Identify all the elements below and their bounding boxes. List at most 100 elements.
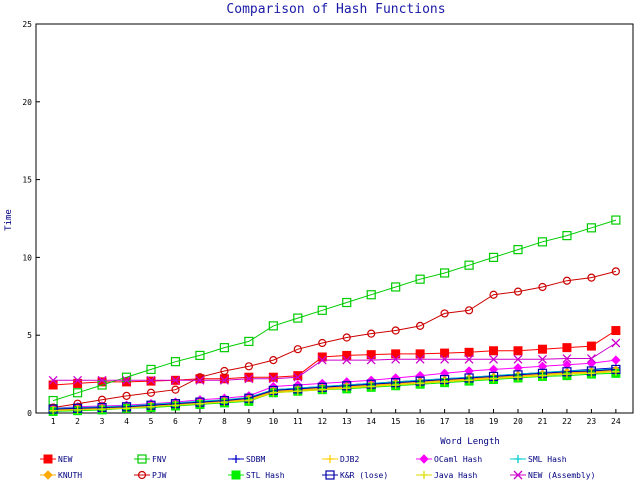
data-point-fnv — [586, 223, 597, 233]
data-point-new-assembly — [366, 355, 376, 365]
legend-marker — [231, 470, 241, 480]
data-point-pjw — [269, 355, 278, 365]
series-line-pjw — [53, 270, 617, 409]
data-point-new-assembly — [586, 354, 596, 363]
x-tick-label: 3 — [100, 417, 105, 426]
data-point-new — [122, 377, 132, 387]
x-tick-label: 5 — [149, 417, 154, 426]
data-point-fnv — [268, 321, 278, 331]
y-tick-label: 25 — [22, 20, 32, 29]
legend-marker — [325, 470, 335, 480]
x-tick-label: 8 — [222, 417, 227, 426]
data-point-new — [48, 380, 58, 390]
data-point-fnv — [293, 313, 303, 323]
legend-label: FNV — [152, 455, 167, 464]
data-point-new-assembly — [146, 375, 156, 385]
data-point-fnv — [342, 297, 352, 308]
data-point-pjw — [146, 388, 156, 397]
data-point-new — [244, 372, 254, 382]
data-point-pjw — [171, 385, 180, 394]
data-point-new-assembly — [391, 354, 401, 364]
data-point-new-assembly — [342, 355, 352, 365]
data-point-new-assembly — [48, 375, 58, 385]
x-tick-label: 19 — [489, 417, 499, 426]
data-point-new-assembly — [611, 338, 621, 348]
legend-label: DJB2 — [340, 455, 359, 464]
legend-marker — [326, 455, 334, 463]
x-tick-label: 23 — [587, 417, 597, 426]
data-point-new — [489, 346, 499, 356]
data-point-java-hash — [146, 402, 155, 411]
data-point-pjw — [244, 362, 253, 371]
y-axis-ticks: 0 5 10 15 20 25 — [22, 20, 40, 418]
series-line-new-assembly — [53, 342, 617, 381]
data-point-new — [611, 326, 621, 336]
legend-item-sml-hash: SML Hash — [510, 455, 567, 464]
data-point-fnv — [611, 215, 621, 225]
data-point-pjw — [440, 309, 449, 318]
legend-label: OCaml Hash — [434, 455, 482, 464]
y-tick-label: 20 — [22, 98, 32, 107]
data-point-fnv — [244, 336, 254, 347]
data-point-new — [415, 349, 425, 359]
x-tick-label: 18 — [464, 417, 474, 426]
x-axis-label: Word Length — [440, 437, 500, 447]
data-point-new — [464, 347, 474, 357]
x-tick-label: 9 — [246, 417, 251, 426]
x-tick-label: 6 — [173, 417, 178, 426]
data-point-fnv — [146, 364, 156, 375]
legend-item-knuth: KNUTH — [40, 470, 82, 480]
legend-item-new: NEW — [40, 454, 73, 464]
x-tick-label: 11 — [293, 417, 303, 426]
data-point-pjw — [513, 287, 523, 296]
data-point-new-assembly — [97, 375, 107, 385]
legend-label: Java Hash — [434, 471, 478, 480]
legend-marker — [514, 455, 522, 463]
data-point-fnv — [537, 237, 548, 247]
x-axis-ticks: 1 2 3 4 5 6 7 8 9 10 11 12 13 14 15 16 17 18 19 20 21 22 23 24 — [51, 409, 621, 426]
x-tick-label: 12 — [317, 417, 327, 426]
legend-item-sdbm: SDBM — [228, 455, 265, 464]
data-point-pjw — [293, 345, 302, 354]
data-point-ocaml-hash — [611, 355, 621, 365]
legend-item-stl-hash: STL Hash — [228, 470, 285, 480]
data-point-java-hash — [244, 396, 253, 405]
data-point-java-hash — [465, 376, 474, 385]
data-point-new — [293, 371, 303, 381]
series-line-ocaml-hash — [53, 359, 616, 409]
data-point-java-hash — [342, 384, 351, 393]
data-point-new — [366, 350, 376, 360]
data-point-new — [440, 348, 450, 358]
data-point-pjw — [367, 329, 376, 338]
legend-label: K&R (lose) — [340, 471, 388, 480]
data-point-java-hash — [416, 379, 425, 388]
legend-marker — [43, 470, 53, 480]
data-point-pjw — [562, 276, 572, 285]
data-point-pjw — [220, 366, 229, 376]
data-point-java-hash — [562, 370, 571, 379]
data-point-new-assembly — [513, 354, 523, 364]
data-point-fnv — [562, 231, 572, 241]
legend-marker — [419, 454, 429, 464]
data-point-new — [219, 374, 229, 384]
data-point-fnv — [72, 388, 83, 398]
data-point-java-hash — [171, 401, 180, 410]
x-tick-label: 20 — [513, 417, 523, 426]
legend-label: SDBM — [246, 455, 265, 464]
x-tick-label: 15 — [391, 417, 401, 426]
legend: NEW FNV SDBM DJB2 OCaml Hash SML Hash KNUTH PJW… — [40, 454, 595, 480]
data-point-java-hash — [269, 388, 278, 397]
legend-label: PJW — [152, 471, 167, 480]
legend-marker — [232, 455, 240, 463]
data-point-java-hash — [489, 374, 498, 383]
data-point-new-assembly — [73, 375, 83, 385]
data-point-fnv — [415, 274, 425, 284]
data-point-new — [562, 343, 572, 353]
x-tick-label: 2 — [75, 417, 80, 426]
data-point-java-hash — [391, 380, 400, 389]
x-tick-label: 14 — [366, 417, 376, 426]
x-tick-label: 1 — [51, 417, 56, 426]
legend-item-pjw: PJW — [134, 470, 167, 480]
series-fnv — [48, 215, 621, 406]
data-point-new-assembly — [538, 354, 547, 364]
